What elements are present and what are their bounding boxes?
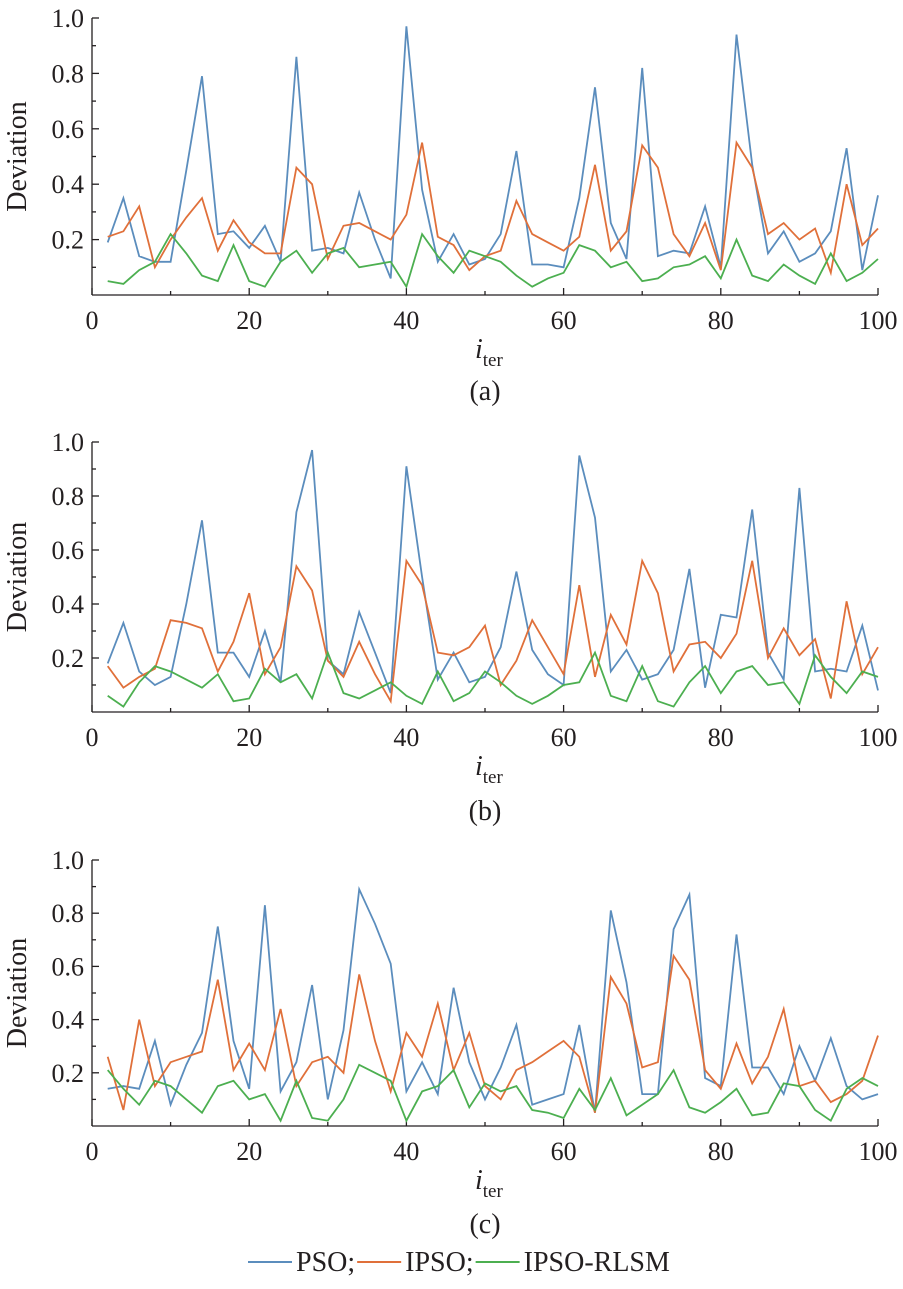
chart-panel-1: 0 20 40 60 80 100 0.2 0.4 0.6 0.8 1.0 Deviation iter… [2, 4, 898, 407]
x-tick-label: 0 [86, 723, 99, 752]
y-tick-label: 0.2 [52, 226, 85, 255]
x-axis-title: iter [475, 1165, 503, 1202]
series-line-pso [106, 26, 879, 279]
panel-label: (c) [469, 1209, 500, 1240]
series-line-ipso-rlsm [107, 649, 879, 708]
series-line-pso [107, 885, 879, 1113]
series-line-ipso [106, 557, 879, 705]
y-tick-label: 0.2 [52, 644, 85, 673]
legend: PSO; IPSO; IPSO-RLSM [248, 1247, 670, 1278]
x-axis-title-main: i [475, 1165, 483, 1196]
series-line-ipso [106, 953, 879, 1113]
x-axis-title: iter [475, 334, 503, 371]
panel-label: (a) [469, 376, 500, 407]
x-tick-label: 80 [708, 1137, 734, 1166]
x-tick-label: 60 [551, 723, 577, 752]
y-tick-label: 0.8 [52, 899, 85, 928]
chart-panel-2: 0 20 40 60 80 100 0.2 0.4 0.6 0.8 1.0 Deviation iter… [2, 428, 898, 827]
x-tick-label: 100 [859, 1137, 898, 1166]
chart-panel-3: 0 20 40 60 80 100 0.2 0.4 0.6 0.8 1.0 Deviation iter… [2, 846, 898, 1240]
legend-label: PSO; [296, 1247, 355, 1278]
y-axis-title: Deviation [2, 938, 33, 1048]
x-axis-title-subscript: ter [483, 767, 504, 788]
y-tick-label: 0.4 [52, 590, 85, 619]
x-tick-label: 80 [708, 306, 734, 335]
y-tick-label: 0.2 [52, 1059, 85, 1088]
y-tick-label: 0.6 [52, 536, 85, 565]
x-axis-title-subscript: ter [483, 1181, 504, 1202]
series-line-ipso-rlsm [107, 232, 879, 289]
x-axis-title-subscript: ter [483, 350, 504, 371]
y-tick-label: 1.0 [52, 846, 85, 875]
x-tick-label: 40 [393, 1137, 419, 1166]
y-tick-label: 1.0 [52, 428, 85, 457]
y-axis-title: Deviation [2, 101, 33, 211]
x-tick-label: 20 [236, 723, 262, 752]
x-tick-label: 40 [393, 306, 419, 335]
y-tick-label: 0.8 [52, 482, 85, 511]
x-tick-label: 100 [859, 723, 898, 752]
legend-label: IPSO-RLSM [524, 1247, 670, 1278]
y-tick-label: 0.4 [52, 170, 85, 199]
series-line-ipso [107, 139, 879, 277]
x-tick-label: 0 [86, 306, 99, 335]
x-tick-label: 80 [708, 723, 734, 752]
x-tick-label: 0 [86, 1137, 99, 1166]
x-tick-label: 20 [236, 1137, 262, 1166]
x-tick-label: 60 [551, 1137, 577, 1166]
x-axis-title-main: i [475, 751, 483, 782]
panel-label: (b) [469, 796, 502, 827]
legend-label: IPSO; [405, 1247, 473, 1278]
series-line-pso [106, 449, 879, 694]
x-axis-title: iter [475, 751, 503, 788]
x-tick-label: 40 [393, 723, 419, 752]
y-axis-title: Deviation [2, 522, 33, 632]
y-tick-label: 0.6 [52, 115, 85, 144]
x-tick-label: 60 [551, 306, 577, 335]
x-tick-label: 100 [859, 306, 898, 335]
x-tick-label: 20 [236, 306, 262, 335]
x-axis-title-main: i [475, 334, 483, 365]
y-tick-label: 0.8 [52, 59, 85, 88]
y-tick-label: 0.6 [52, 952, 85, 981]
y-tick-label: 0.4 [52, 1006, 85, 1035]
series-line-ipso-rlsm [107, 1063, 879, 1123]
y-tick-label: 1.0 [52, 4, 85, 33]
